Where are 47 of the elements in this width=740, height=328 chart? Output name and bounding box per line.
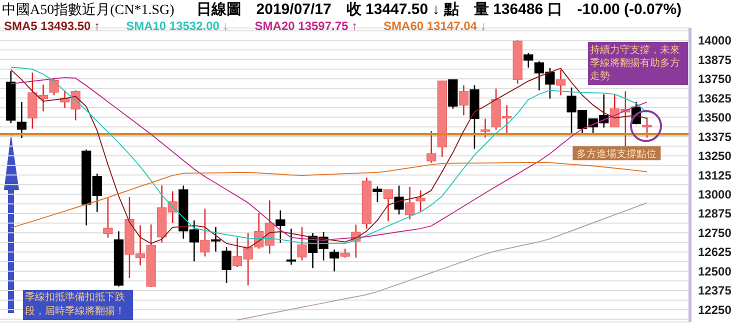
candlestick [330,249,340,272]
y-tick-label: 12500 [698,264,732,278]
candlestick [103,197,113,238]
y-tick-label: 12750 [698,226,732,240]
annotation: 季線扣抵準備扣抵下跌段，屆時季線將翻揚！ [23,290,133,320]
candlestick [426,130,436,164]
candlestick [524,52,534,68]
candlestick [16,101,26,139]
y-tick-label: 13125 [698,168,732,182]
y-tick-label: 12625 [698,245,732,260]
y-tick-label: 13375 [698,130,732,144]
y-tick-label: 14000 [698,34,732,48]
candlestick [276,210,286,244]
line-series [10,162,648,228]
candlestick [222,246,232,284]
y-tick-label: 12875 [698,206,732,221]
candlestick [556,69,566,96]
candlestick [297,226,307,262]
chart-subtitle: 日線圖 2019/07/17 收 13447.50 ↓ 點 量 136486 口 -10.00 (-0.07%) [196,0,682,19]
y-tick-label: 13750 [698,72,732,86]
candlestick [372,186,382,203]
text: SMA5 13493.50 ↑ [4,19,100,33]
line-series [236,202,648,320]
text: SMA10 13532.00 ↓ [126,19,229,33]
candlestick [394,184,404,216]
text: SMA20 13597.75 ↑ [254,19,358,33]
candlestick [480,118,490,138]
ref-line-label: 多方進場支撐點位 [576,148,657,160]
candlestick [642,116,652,138]
candlestick [404,186,415,220]
candlestick [200,208,210,258]
y-tick-label: 13000 [698,188,732,202]
y-tick-label: 13250 [698,149,732,164]
y-tick-label: 12250 [698,302,732,317]
y-tick-label: 13625 [698,91,732,106]
text: SMA60 13147.04 ↓ [384,19,486,33]
candlestick [458,84,469,116]
candlestick [210,226,221,252]
chart-title: 中國A50指數近月(CN*1.SG) [2,2,174,19]
y-tick-label: 13500 [698,110,732,125]
candlestick [416,190,426,213]
y-tick-label: 13875 [698,52,732,67]
candlestick [286,228,296,266]
candlestick [49,77,59,96]
y-tick-label: 12375 [698,284,732,298]
candlestick [383,188,394,222]
annotation: 持續力守支撐，未來季線將翻揚有助多方走勢 [588,42,688,85]
